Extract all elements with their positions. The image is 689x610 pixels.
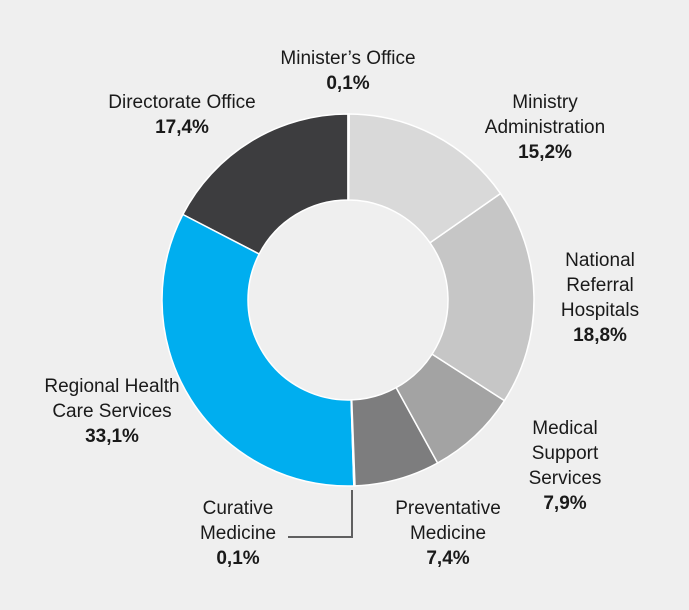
value-label: 7,9% bbox=[543, 493, 587, 514]
leader-line bbox=[288, 490, 353, 538]
donut-slice bbox=[350, 386, 439, 487]
value-label: 17,4% bbox=[155, 117, 209, 138]
category-name: National Referral Hospitals bbox=[560, 250, 640, 321]
donut-slice bbox=[347, 113, 502, 244]
donut-slice bbox=[161, 213, 355, 487]
value-label: 0,1% bbox=[216, 548, 260, 569]
slice-label: Curative Medicine 0,1% bbox=[173, 496, 303, 571]
donut-slice bbox=[347, 113, 350, 201]
value-label: 0,1% bbox=[326, 73, 370, 94]
category-name: Ministry Administration bbox=[484, 92, 606, 138]
slice-label: Regional Health Care Services 33,1% bbox=[37, 374, 187, 449]
category-name: Directorate Office bbox=[108, 92, 256, 113]
donut-slice bbox=[395, 353, 506, 465]
slice-label: Directorate Office 17,4% bbox=[107, 90, 257, 140]
slice-label: Preventative Medicine 7,4% bbox=[363, 496, 533, 571]
category-name: Preventative Medicine bbox=[395, 498, 501, 544]
value-label: 7,4% bbox=[426, 548, 470, 569]
category-name: Regional Health Care Services bbox=[44, 376, 180, 422]
value-label: 18,8% bbox=[573, 325, 627, 346]
value-label: 33,1% bbox=[85, 426, 139, 447]
slice-label: Ministry Administration 15,2% bbox=[460, 90, 630, 165]
category-name: Minister’s Office bbox=[280, 48, 416, 69]
category-name: Curative Medicine bbox=[199, 498, 277, 544]
slice-label: Medical Support Services 7,9% bbox=[505, 416, 625, 516]
slice-label: Minister’s Office 0,1% bbox=[248, 46, 448, 96]
donut-slice bbox=[428, 192, 535, 402]
slice-label: National Referral Hospitals 18,8% bbox=[535, 248, 665, 348]
category-name: Medical Support Services bbox=[528, 418, 602, 489]
value-label: 15,2% bbox=[518, 142, 572, 163]
